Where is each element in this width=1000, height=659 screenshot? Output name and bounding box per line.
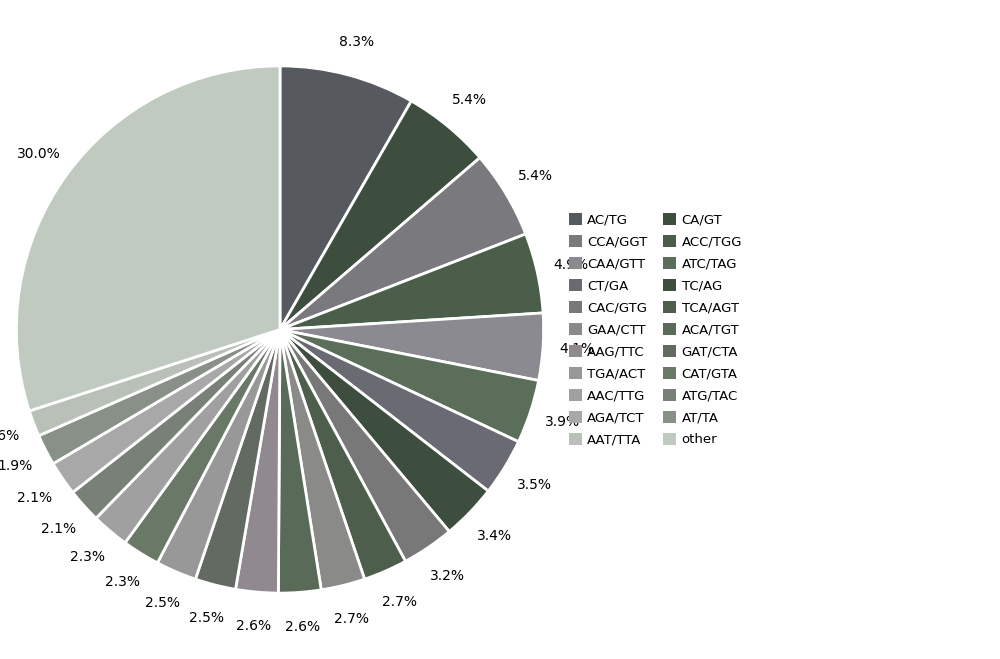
- Text: 3.2%: 3.2%: [430, 569, 465, 583]
- Text: 5.4%: 5.4%: [452, 93, 487, 107]
- Text: 2.7%: 2.7%: [334, 612, 369, 625]
- Text: 2.3%: 2.3%: [105, 575, 140, 590]
- Text: 4.1%: 4.1%: [560, 342, 595, 356]
- Text: 3.5%: 3.5%: [516, 478, 551, 492]
- Text: 4.9%: 4.9%: [553, 258, 588, 272]
- Wedge shape: [73, 330, 280, 518]
- Legend: AC/TG, CCA/GGT, CAA/GTT, CT/GA, CAC/GTG, GAA/CTT, AAG/TTC, TGA/ACT, AAC/TTG, AGA: AC/TG, CCA/GGT, CAA/GTT, CT/GA, CAC/GTG,…: [563, 208, 747, 451]
- Text: 3.4%: 3.4%: [477, 529, 512, 543]
- Wedge shape: [39, 330, 280, 464]
- Wedge shape: [157, 330, 280, 579]
- Text: 30.0%: 30.0%: [17, 148, 61, 161]
- Text: 2.5%: 2.5%: [145, 596, 180, 610]
- Text: 2.6%: 2.6%: [285, 619, 320, 633]
- Text: 2.6%: 2.6%: [236, 619, 271, 633]
- Wedge shape: [235, 330, 280, 593]
- Text: 2.7%: 2.7%: [382, 596, 417, 610]
- Wedge shape: [195, 330, 280, 589]
- Wedge shape: [280, 66, 411, 330]
- Text: 1.6%: 1.6%: [0, 428, 19, 443]
- Wedge shape: [280, 330, 519, 491]
- Text: 3.9%: 3.9%: [545, 415, 581, 430]
- Wedge shape: [96, 330, 280, 543]
- Wedge shape: [280, 330, 539, 442]
- Wedge shape: [278, 330, 321, 593]
- Wedge shape: [16, 66, 280, 411]
- Wedge shape: [280, 313, 544, 380]
- Text: 1.9%: 1.9%: [0, 459, 33, 473]
- Text: 2.1%: 2.1%: [41, 521, 76, 536]
- Wedge shape: [280, 234, 543, 330]
- Wedge shape: [280, 330, 406, 579]
- Wedge shape: [29, 330, 280, 436]
- Wedge shape: [280, 330, 488, 532]
- Text: 2.5%: 2.5%: [189, 612, 224, 625]
- Wedge shape: [280, 330, 449, 561]
- Text: 8.3%: 8.3%: [339, 35, 374, 49]
- Wedge shape: [280, 101, 480, 330]
- Text: 2.3%: 2.3%: [70, 550, 105, 564]
- Wedge shape: [280, 330, 365, 590]
- Text: 2.1%: 2.1%: [17, 491, 52, 505]
- Wedge shape: [280, 158, 526, 330]
- Text: 5.4%: 5.4%: [518, 169, 553, 183]
- Wedge shape: [125, 330, 280, 563]
- Wedge shape: [53, 330, 280, 492]
